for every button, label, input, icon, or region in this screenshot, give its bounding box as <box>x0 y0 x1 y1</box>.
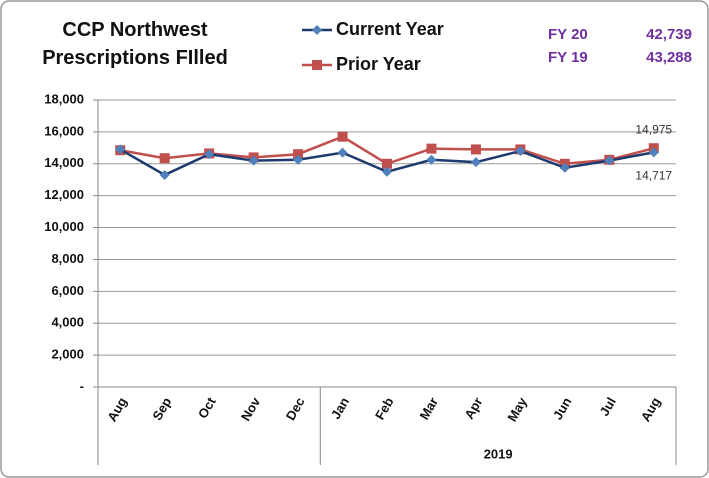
chart-title: CCP Northwest Prescriptions FIlled <box>42 19 228 69</box>
data-point <box>248 155 259 166</box>
data-point <box>470 144 481 155</box>
y-tick-label: 18,000 <box>44 91 84 106</box>
legend-marker <box>312 60 322 70</box>
data-point <box>159 153 170 164</box>
data-point <box>559 162 570 173</box>
y-tick-label: 2,000 <box>51 347 84 362</box>
data-point <box>382 158 392 169</box>
y-tick-label: 16,000 <box>44 123 84 138</box>
data-point <box>204 149 215 160</box>
data-point <box>648 147 659 158</box>
legend-marker <box>312 25 322 35</box>
data-point <box>337 131 348 142</box>
legend-label: Current Year <box>336 19 444 39</box>
data-point <box>426 154 437 165</box>
data-point <box>604 155 615 166</box>
data-point <box>293 149 304 160</box>
data-point <box>159 169 170 180</box>
data-point <box>337 147 348 158</box>
data-point <box>426 143 437 154</box>
summary-label: FY 20 <box>548 26 588 43</box>
y-tick-label: 12,000 <box>44 187 84 202</box>
legend-label: Prior Year <box>336 54 421 74</box>
group-label: 2019 <box>484 446 513 461</box>
y-tick-label: - <box>80 378 84 393</box>
data-label: 14,717 <box>635 169 672 183</box>
data-point <box>470 157 481 168</box>
y-tick-label: 4,000 <box>51 315 84 330</box>
y-tick-label: 10,000 <box>44 219 84 234</box>
y-tick-label: 14,000 <box>44 155 84 170</box>
y-tick-label: 8,000 <box>51 251 84 266</box>
summary-value: 43,288 <box>646 49 692 66</box>
data-point <box>382 166 392 177</box>
y-tick-label: 6,000 <box>51 283 84 298</box>
data-point <box>293 154 304 165</box>
summary-label: FY 19 <box>548 49 588 66</box>
data-label: 14,975 <box>635 122 672 136</box>
summary-value: 42,739 <box>646 26 692 43</box>
data-point <box>115 144 126 155</box>
data-point <box>515 146 526 157</box>
